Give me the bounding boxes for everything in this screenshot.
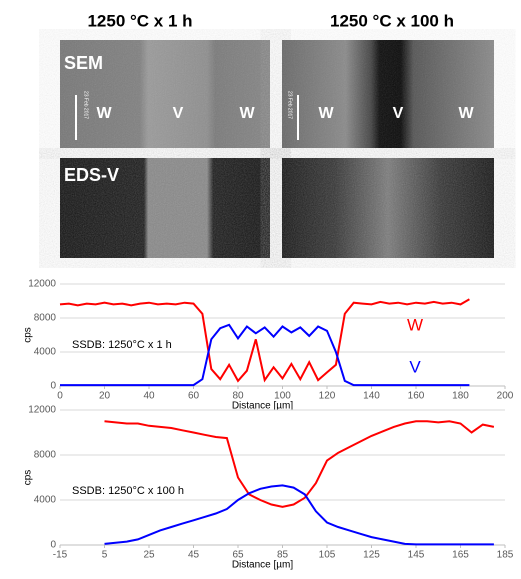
- x-tick-label: 145: [408, 550, 425, 561]
- x-tick-label: 25: [143, 550, 155, 561]
- x-tick-label: 160: [408, 391, 425, 402]
- x-tick-label: 140: [363, 391, 380, 402]
- x-tick-label: 65: [232, 550, 244, 561]
- region-label: W: [458, 105, 474, 122]
- x-tick-label: 5: [102, 550, 108, 561]
- x-tick-label: 125: [363, 550, 380, 561]
- annotation: SSDB: 1250°C x 100 h: [72, 485, 184, 497]
- data-line: [59, 298, 470, 383]
- y-tick-label: 0: [50, 540, 56, 551]
- y-tick-label: 0: [50, 381, 56, 392]
- series-label: W: [407, 315, 423, 334]
- x-tick-label: 80: [232, 391, 244, 402]
- x-tick-label: 120: [319, 391, 336, 402]
- x-axis-label: Distance [µm]: [232, 560, 294, 571]
- y-axis-label: cps: [23, 327, 34, 343]
- data-line: [104, 420, 495, 508]
- y-tick-label: 4000: [34, 347, 57, 358]
- x-tick-label: 45: [188, 550, 200, 561]
- x-axis-label: Distance [µm]: [232, 401, 294, 412]
- y-tick-label: 4000: [34, 495, 57, 506]
- x-tick-label: 105: [319, 550, 336, 561]
- x-tick-label: 165: [452, 550, 469, 561]
- x-tick-label: 185: [497, 550, 514, 561]
- y-tick-label: 12000: [28, 279, 56, 290]
- x-tick-label: -15: [53, 550, 68, 561]
- sem-label: SEM: [64, 53, 103, 73]
- eds-texture: [282, 158, 494, 258]
- panel-title: 1250 °C x 100 h: [330, 11, 454, 30]
- sem-texture: [60, 40, 270, 148]
- annotation: SSDB: 1250°C x 1 h: [72, 339, 172, 351]
- eds-label: EDS-V: [64, 165, 119, 185]
- x-tick-label: 200: [497, 391, 514, 402]
- x-tick-label: 180: [452, 391, 469, 402]
- x-tick-label: 0: [57, 391, 63, 402]
- panel-title: 1250 °C x 1 h: [87, 11, 192, 30]
- x-tick-label: 100: [274, 391, 291, 402]
- micrographs: 23 Feb 2017 23 Feb 2017 1250 °C x 1 h 12…: [60, 11, 494, 258]
- x-tick-label: 40: [143, 391, 155, 402]
- eds-texture: [60, 158, 270, 258]
- y-tick-label: 8000: [34, 313, 57, 324]
- region-label: W: [96, 105, 112, 122]
- region-label: W: [239, 105, 255, 122]
- scale-date: 23 Feb 2017: [287, 91, 293, 119]
- x-tick-label: 60: [188, 391, 200, 402]
- data-line: [104, 484, 494, 546]
- y-axis-label: cps: [23, 470, 34, 486]
- scale-date: 23 Feb 2017: [83, 91, 89, 119]
- y-tick-label: 12000: [28, 405, 56, 416]
- region-label: V: [173, 105, 184, 122]
- region-label: W: [318, 105, 334, 122]
- series-label: V: [409, 357, 421, 376]
- x-tick-label: 85: [277, 550, 289, 561]
- region-label: V: [393, 105, 404, 122]
- y-tick-label: 8000: [34, 450, 57, 461]
- sem-texture: [282, 40, 494, 148]
- x-tick-label: 20: [99, 391, 111, 402]
- data-line: [60, 323, 470, 387]
